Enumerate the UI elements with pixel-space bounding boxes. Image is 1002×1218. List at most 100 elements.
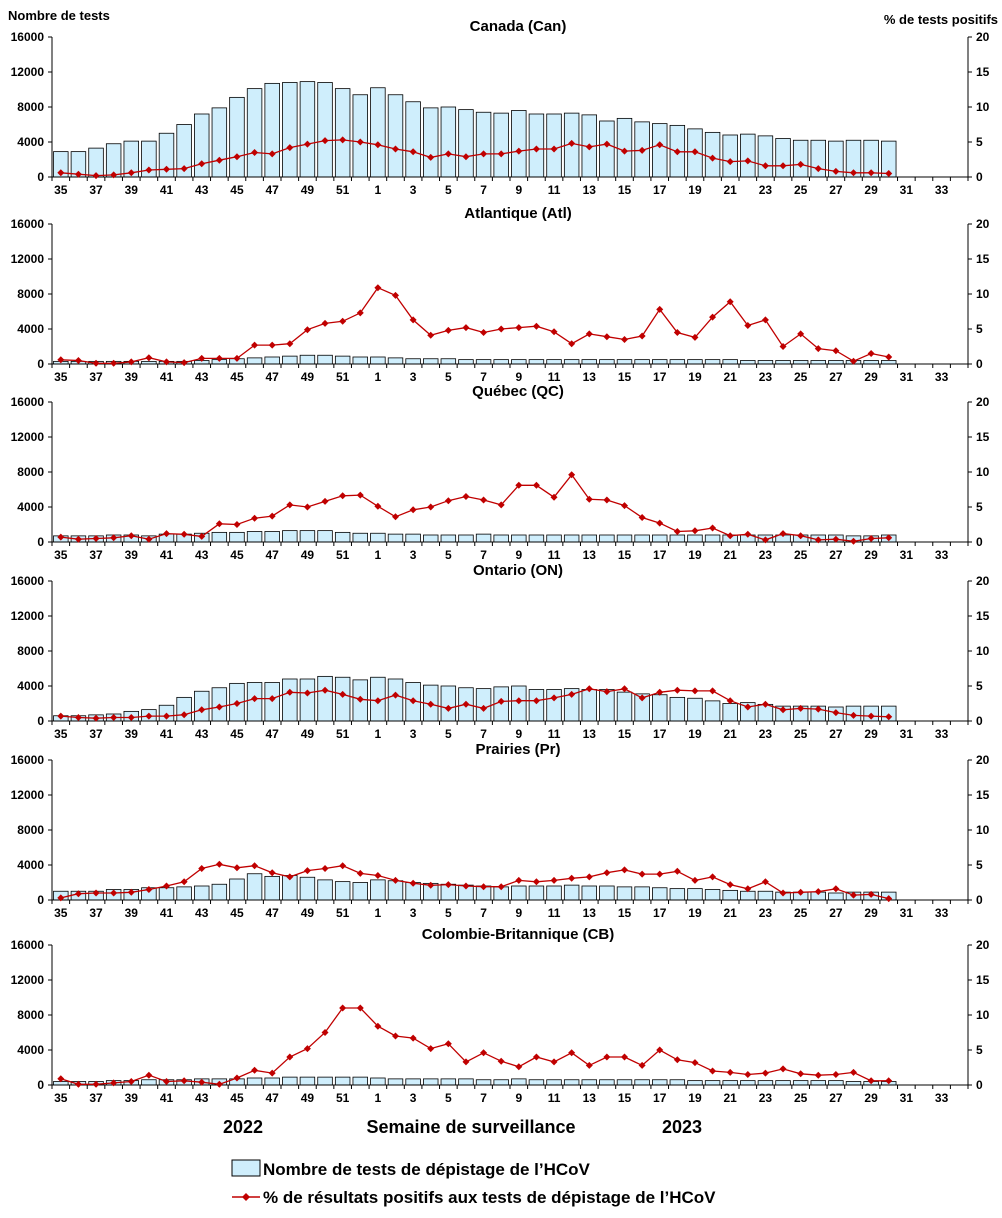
test-count-bar xyxy=(704,700,721,722)
y-right-tick-label: 10 xyxy=(976,644,990,658)
x-tick-label: 41 xyxy=(160,727,174,741)
percent-positive-point xyxy=(215,156,223,164)
y-right-tick-label: 5 xyxy=(976,858,983,872)
x-tick-label: 27 xyxy=(829,906,843,920)
y-left-tick-label: 12000 xyxy=(11,65,45,79)
test-count-bar xyxy=(669,696,686,722)
x-tick-label: 47 xyxy=(266,727,280,741)
percent-positive-point xyxy=(215,703,223,711)
percent-positive-point xyxy=(163,882,170,890)
y-left-tick-label: 4000 xyxy=(17,679,44,693)
x-tick-label: 23 xyxy=(759,548,773,562)
test-count-bar xyxy=(599,1079,615,1086)
y-right-tick-label: 20 xyxy=(976,753,990,767)
x-tick-label: 27 xyxy=(829,727,843,741)
test-count-bar xyxy=(810,360,826,365)
percent-positive-point xyxy=(409,506,417,514)
percent-positive-point xyxy=(110,171,118,179)
test-count-bar xyxy=(722,134,738,178)
percent-positive-point xyxy=(656,519,664,527)
percent-positive-point xyxy=(462,493,470,500)
y-right-tick-label: 0 xyxy=(976,357,983,371)
test-count-bar xyxy=(246,88,263,178)
percent-positive-point xyxy=(709,873,717,881)
test-count-bar xyxy=(282,530,298,543)
test-count-bar xyxy=(511,885,527,901)
x-tick-label: 15 xyxy=(618,370,632,384)
test-count-bar xyxy=(299,1076,316,1086)
percent-positive-point xyxy=(656,1046,664,1054)
percent-positive-point xyxy=(550,1058,558,1066)
percent-positive-point xyxy=(127,888,135,896)
test-count-bar xyxy=(423,358,439,365)
test-count-bar xyxy=(881,360,897,365)
x-tick-label: 47 xyxy=(266,183,280,197)
x-tick-label: 37 xyxy=(89,906,103,920)
percent-positive-point xyxy=(638,870,646,878)
x-tick-label: 21 xyxy=(724,370,738,384)
y-left-tick-label: 12000 xyxy=(11,788,45,802)
test-count-bar xyxy=(616,691,633,722)
test-count-bar xyxy=(458,1078,474,1086)
x-tick-label: 1 xyxy=(375,727,382,741)
y-right-tick-label: 5 xyxy=(976,679,983,693)
x-tick-label: 11 xyxy=(548,1091,561,1105)
x-tick-label: 25 xyxy=(794,906,808,920)
percent-positive-point xyxy=(744,1071,752,1078)
x-tick-label: 41 xyxy=(160,370,174,384)
percent-positive-point xyxy=(515,324,523,332)
y-left-tick-label: 12000 xyxy=(11,430,45,444)
percent-positive-point xyxy=(726,881,734,889)
test-count-bar xyxy=(352,94,368,178)
percent-positive-point xyxy=(251,695,259,703)
percent-positive-point xyxy=(392,145,399,153)
test-count-bar xyxy=(493,1079,509,1086)
x-tick-label: 41 xyxy=(160,906,174,920)
percent-positive-point xyxy=(850,1068,857,1076)
percent-positive-line xyxy=(60,863,889,900)
x-tick-label: 7 xyxy=(480,906,487,920)
y-right-tick-label: 5 xyxy=(976,1043,983,1057)
x-tick-label: 41 xyxy=(160,1091,174,1105)
y-left-tick-label: 8000 xyxy=(17,1008,44,1022)
percent-positive-point xyxy=(339,492,347,500)
y-left-tick-label: 4000 xyxy=(17,135,44,149)
test-count-bar xyxy=(599,120,615,178)
test-count-bar xyxy=(370,879,386,901)
test-count-bar xyxy=(458,534,474,543)
x-tick-label: 9 xyxy=(515,1091,522,1105)
test-count-bar xyxy=(352,356,368,365)
test-count-bar xyxy=(423,107,439,178)
test-count-bar xyxy=(475,111,492,178)
test-count-bar xyxy=(423,534,439,543)
x-tick-label: 11 xyxy=(548,727,561,741)
percent-positive-point xyxy=(163,1078,170,1085)
test-count-bar xyxy=(563,1079,580,1086)
percent-positive-point xyxy=(427,503,435,511)
percent-positive-point xyxy=(814,345,822,353)
percent-positive-point xyxy=(568,471,576,479)
percent-positive-point xyxy=(726,1068,734,1076)
percent-positive-point xyxy=(339,1004,347,1012)
percent-positive-point xyxy=(374,872,382,879)
test-count-bar xyxy=(599,885,615,901)
x-tick-label: 17 xyxy=(653,548,667,562)
test-count-bar xyxy=(687,359,703,365)
percent-positive-point xyxy=(532,697,540,705)
test-count-bar xyxy=(740,133,756,178)
percent-positive-point xyxy=(145,166,153,174)
x-tick-label: 29 xyxy=(864,183,878,197)
y-left-tick-label: 16000 xyxy=(11,217,45,231)
test-count-bar xyxy=(652,123,668,178)
test-count-bar xyxy=(687,1080,703,1086)
percent-positive-point xyxy=(480,329,488,336)
percent-positive-point xyxy=(850,711,857,719)
test-count-bar xyxy=(528,534,545,543)
y-right-tick-label: 5 xyxy=(976,500,983,514)
test-count-bar xyxy=(282,82,298,178)
test-count-bar xyxy=(704,534,721,543)
percent-positive-point xyxy=(532,481,540,489)
percent-positive-point xyxy=(251,149,259,156)
percent-positive-point xyxy=(427,1045,435,1053)
test-count-bar xyxy=(546,359,562,365)
